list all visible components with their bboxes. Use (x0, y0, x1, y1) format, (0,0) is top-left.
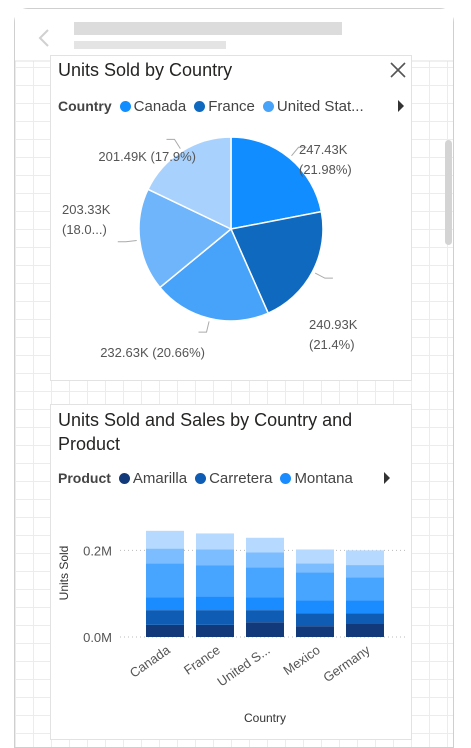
placeholder-bar (74, 41, 226, 49)
legend-item: Amarilla (118, 469, 188, 487)
legend-item: France (194, 98, 255, 115)
data-label: 240.93K (21.4%) (309, 317, 358, 352)
legend-label: France (208, 97, 255, 115)
legend-item: United Stat... (262, 97, 364, 115)
data-label: 247.43K (21.98%) (299, 142, 352, 177)
data-label: 203.33K (18.0...) (62, 202, 111, 237)
legend-swatch (194, 100, 206, 112)
legend-swatch (262, 100, 274, 112)
legend-swatch (280, 472, 292, 484)
data-label: 232.63K (20.66%) (100, 345, 205, 360)
legend-label: Canada (133, 97, 187, 115)
scrollbar[interactable] (445, 140, 452, 245)
legend-item: Montana (280, 469, 353, 487)
chart-title: Units Sold and Sales by Country and Prod… (58, 410, 353, 454)
legend-label: United Stat... (276, 97, 364, 115)
legend: Product Amarilla Carretera Montana (58, 468, 376, 488)
legend-item: Carretera (195, 470, 272, 487)
chart-title: Units Sold by Country (58, 60, 233, 80)
legend-item: Canada (119, 97, 187, 115)
placeholder-bar (74, 22, 342, 35)
legend-label: Montana (294, 469, 353, 487)
legend-label: Carretera (209, 469, 273, 487)
data-label: 201.49K (17.9%) (98, 149, 196, 164)
legend-swatch (195, 472, 207, 484)
legend-label: Amarilla (132, 469, 188, 487)
legend-title: Product (58, 470, 111, 486)
legend-swatch (119, 100, 131, 112)
legend-title: Country (58, 98, 112, 114)
legend: Country Canada France United Stat... (58, 96, 394, 116)
back-button[interactable] (38, 29, 49, 47)
legend-swatch (118, 472, 130, 484)
